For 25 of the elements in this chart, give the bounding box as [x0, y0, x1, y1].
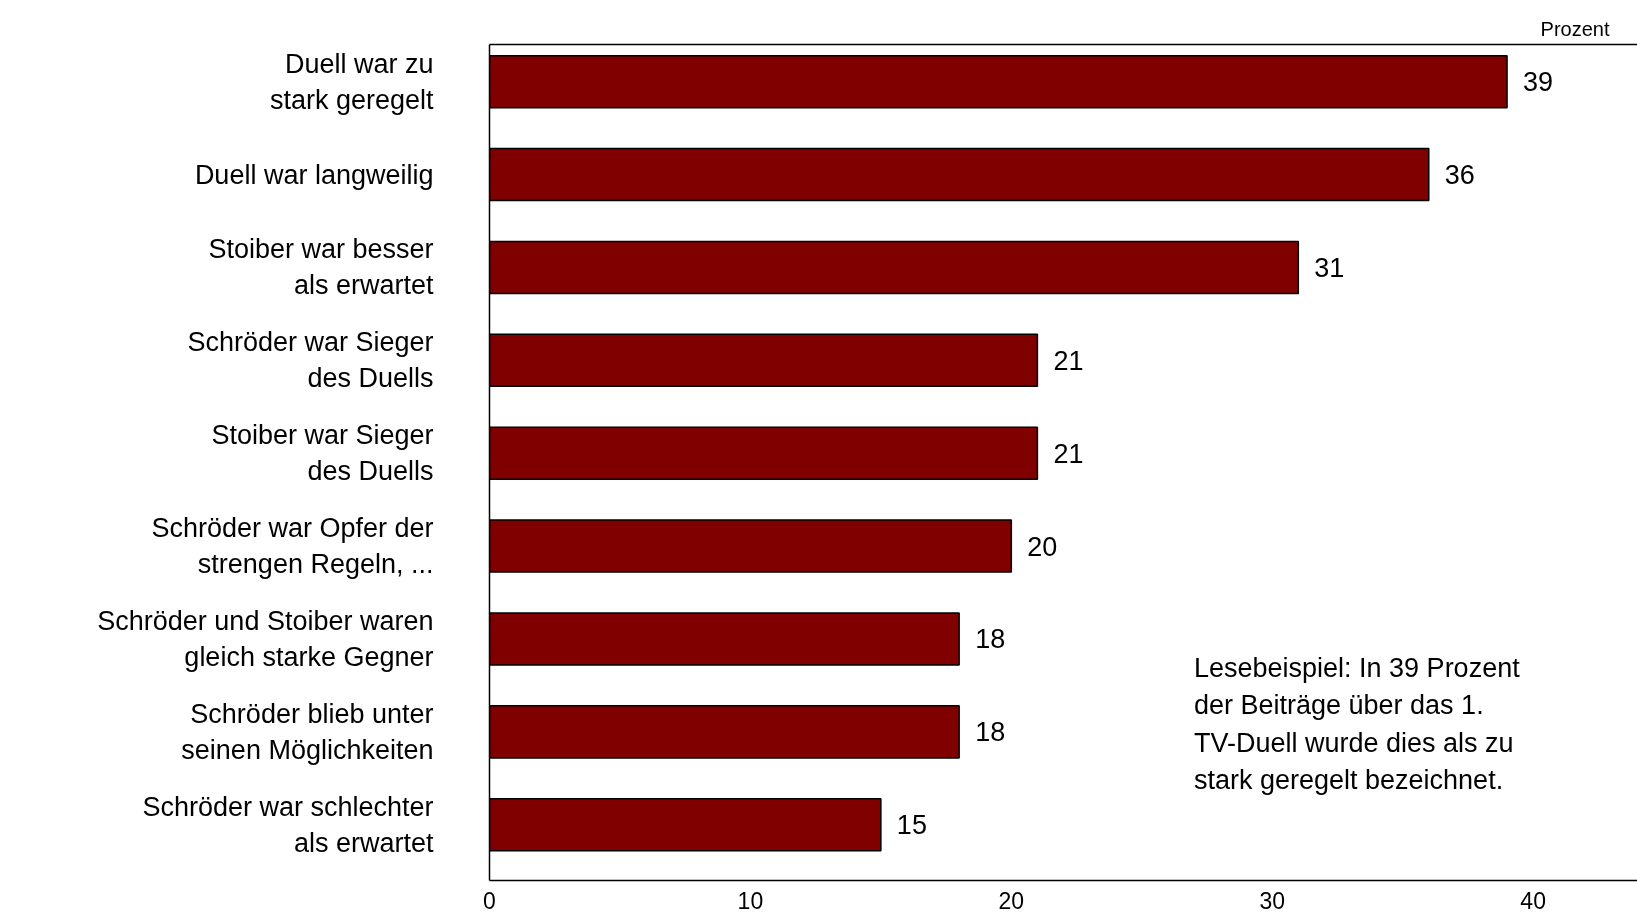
data-label: 15: [896, 810, 927, 841]
y-tick-label: Schröder war schlechter als erwartet: [142, 791, 434, 858]
data-label: 21: [1053, 438, 1084, 469]
data-label: 31: [1314, 252, 1345, 283]
data-label: 39: [1523, 67, 1554, 98]
y-tick-label: Stoiber war Sieger des Duells: [211, 420, 434, 487]
y-tick-label: Stoiber war besser als erwartet: [208, 234, 434, 301]
y-tick-label: Duell war zu stark geregelt: [269, 48, 434, 115]
data-label: 36: [1444, 160, 1475, 191]
y-tick-label: Schröder und Stoiber waren gleich starke Gegner: [97, 605, 434, 672]
y-tick-label: Schröder war Sieger des Duells: [187, 327, 434, 394]
x-tick-label: 10: [737, 887, 764, 914]
data-label: 21: [1053, 345, 1084, 376]
x-tick-label: 40: [1520, 887, 1546, 914]
data-label: 20: [1027, 531, 1058, 562]
x-tick-label: 0: [483, 887, 496, 914]
y-tick-label: Schröder blieb unter seinen Möglichkeiten: [181, 698, 434, 765]
x-axis-title: Prozent: [1540, 17, 1610, 40]
x-tick-label: 20: [998, 887, 1025, 914]
annotation: Lesebeispiel: In 39 Prozent der Beiträge über das 1. TV-Duell wurde dies als zu stark geregelt bezeichnet.: [1193, 652, 1521, 796]
y-tick-label: Duell war langweilig: [194, 159, 434, 190]
x-tick-label: 30: [1259, 887, 1286, 914]
y-tick-label: Schröder war Opfer der strengen Regeln, ...: [151, 513, 434, 580]
data-label: 18: [975, 717, 1006, 748]
data-label: 18: [975, 624, 1006, 655]
